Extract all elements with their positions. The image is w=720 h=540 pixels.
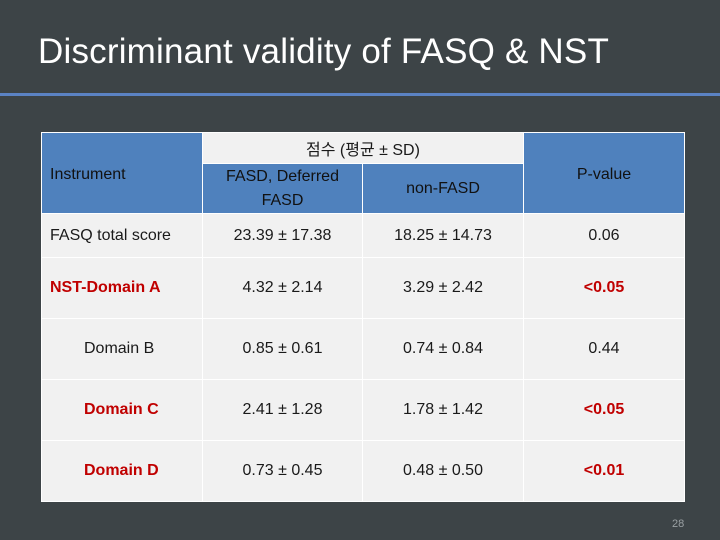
cell-nonfasd: 1.78 ± 1.42 xyxy=(362,379,524,441)
table-row: Domain C 2.41 ± 1.28 1.78 ± 1.42 <0.05 xyxy=(41,379,685,441)
cell-pvalue: <0.05 xyxy=(523,379,685,441)
title-divider xyxy=(0,93,720,96)
row-label: Domain C xyxy=(41,379,203,441)
cell-fasd: 0.73 ± 0.45 xyxy=(202,440,363,502)
header-group-score: 점수 (평균 ± SD) xyxy=(202,132,524,164)
row-label: Domain D xyxy=(41,440,203,502)
header-pvalue: P-value xyxy=(523,132,685,214)
cell-nonfasd: 18.25 ± 14.73 xyxy=(362,213,524,258)
cell-pvalue: 0.44 xyxy=(523,318,685,380)
table-row: Domain D 0.73 ± 0.45 0.48 ± 0.50 <0.01 xyxy=(41,440,685,502)
table-row: Domain B 0.85 ± 0.61 0.74 ± 0.84 0.44 xyxy=(41,318,685,380)
row-label: Domain B xyxy=(41,318,203,380)
cell-nonfasd: 0.48 ± 0.50 xyxy=(362,440,524,502)
slide-number: 28 xyxy=(672,518,685,530)
validity-table: Instrument 점수 (평균 ± SD) P-value FASD, De… xyxy=(41,132,685,502)
cell-fasd: 23.39 ± 17.38 xyxy=(202,213,363,258)
cell-fasd: 0.85 ± 0.61 xyxy=(202,318,363,380)
header-instrument: Instrument xyxy=(41,132,203,214)
cell-nonfasd: 3.29 ± 2.42 xyxy=(362,257,524,319)
header-fasd: FASD, Deferred FASD xyxy=(202,163,363,214)
cell-pvalue: 0.06 xyxy=(523,213,685,258)
table-row: FASQ total score 23.39 ± 17.38 18.25 ± 1… xyxy=(41,213,685,258)
slide-title: Discriminant validity of FASQ & NST xyxy=(38,32,610,71)
cell-fasd: 4.32 ± 2.14 xyxy=(202,257,363,319)
header-fasd-label: FASD, Deferred FASD xyxy=(226,167,339,209)
cell-fasd: 2.41 ± 1.28 xyxy=(202,379,363,441)
row-label: NST-Domain A xyxy=(41,257,203,319)
table-row: NST-Domain A 4.32 ± 2.14 3.29 ± 2.42 <0.… xyxy=(41,257,685,319)
header-nonfasd: non-FASD xyxy=(362,163,524,214)
cell-pvalue: <0.01 xyxy=(523,440,685,502)
cell-pvalue: <0.05 xyxy=(523,257,685,319)
cell-nonfasd: 0.74 ± 0.84 xyxy=(362,318,524,380)
row-label: FASQ total score xyxy=(41,213,203,258)
